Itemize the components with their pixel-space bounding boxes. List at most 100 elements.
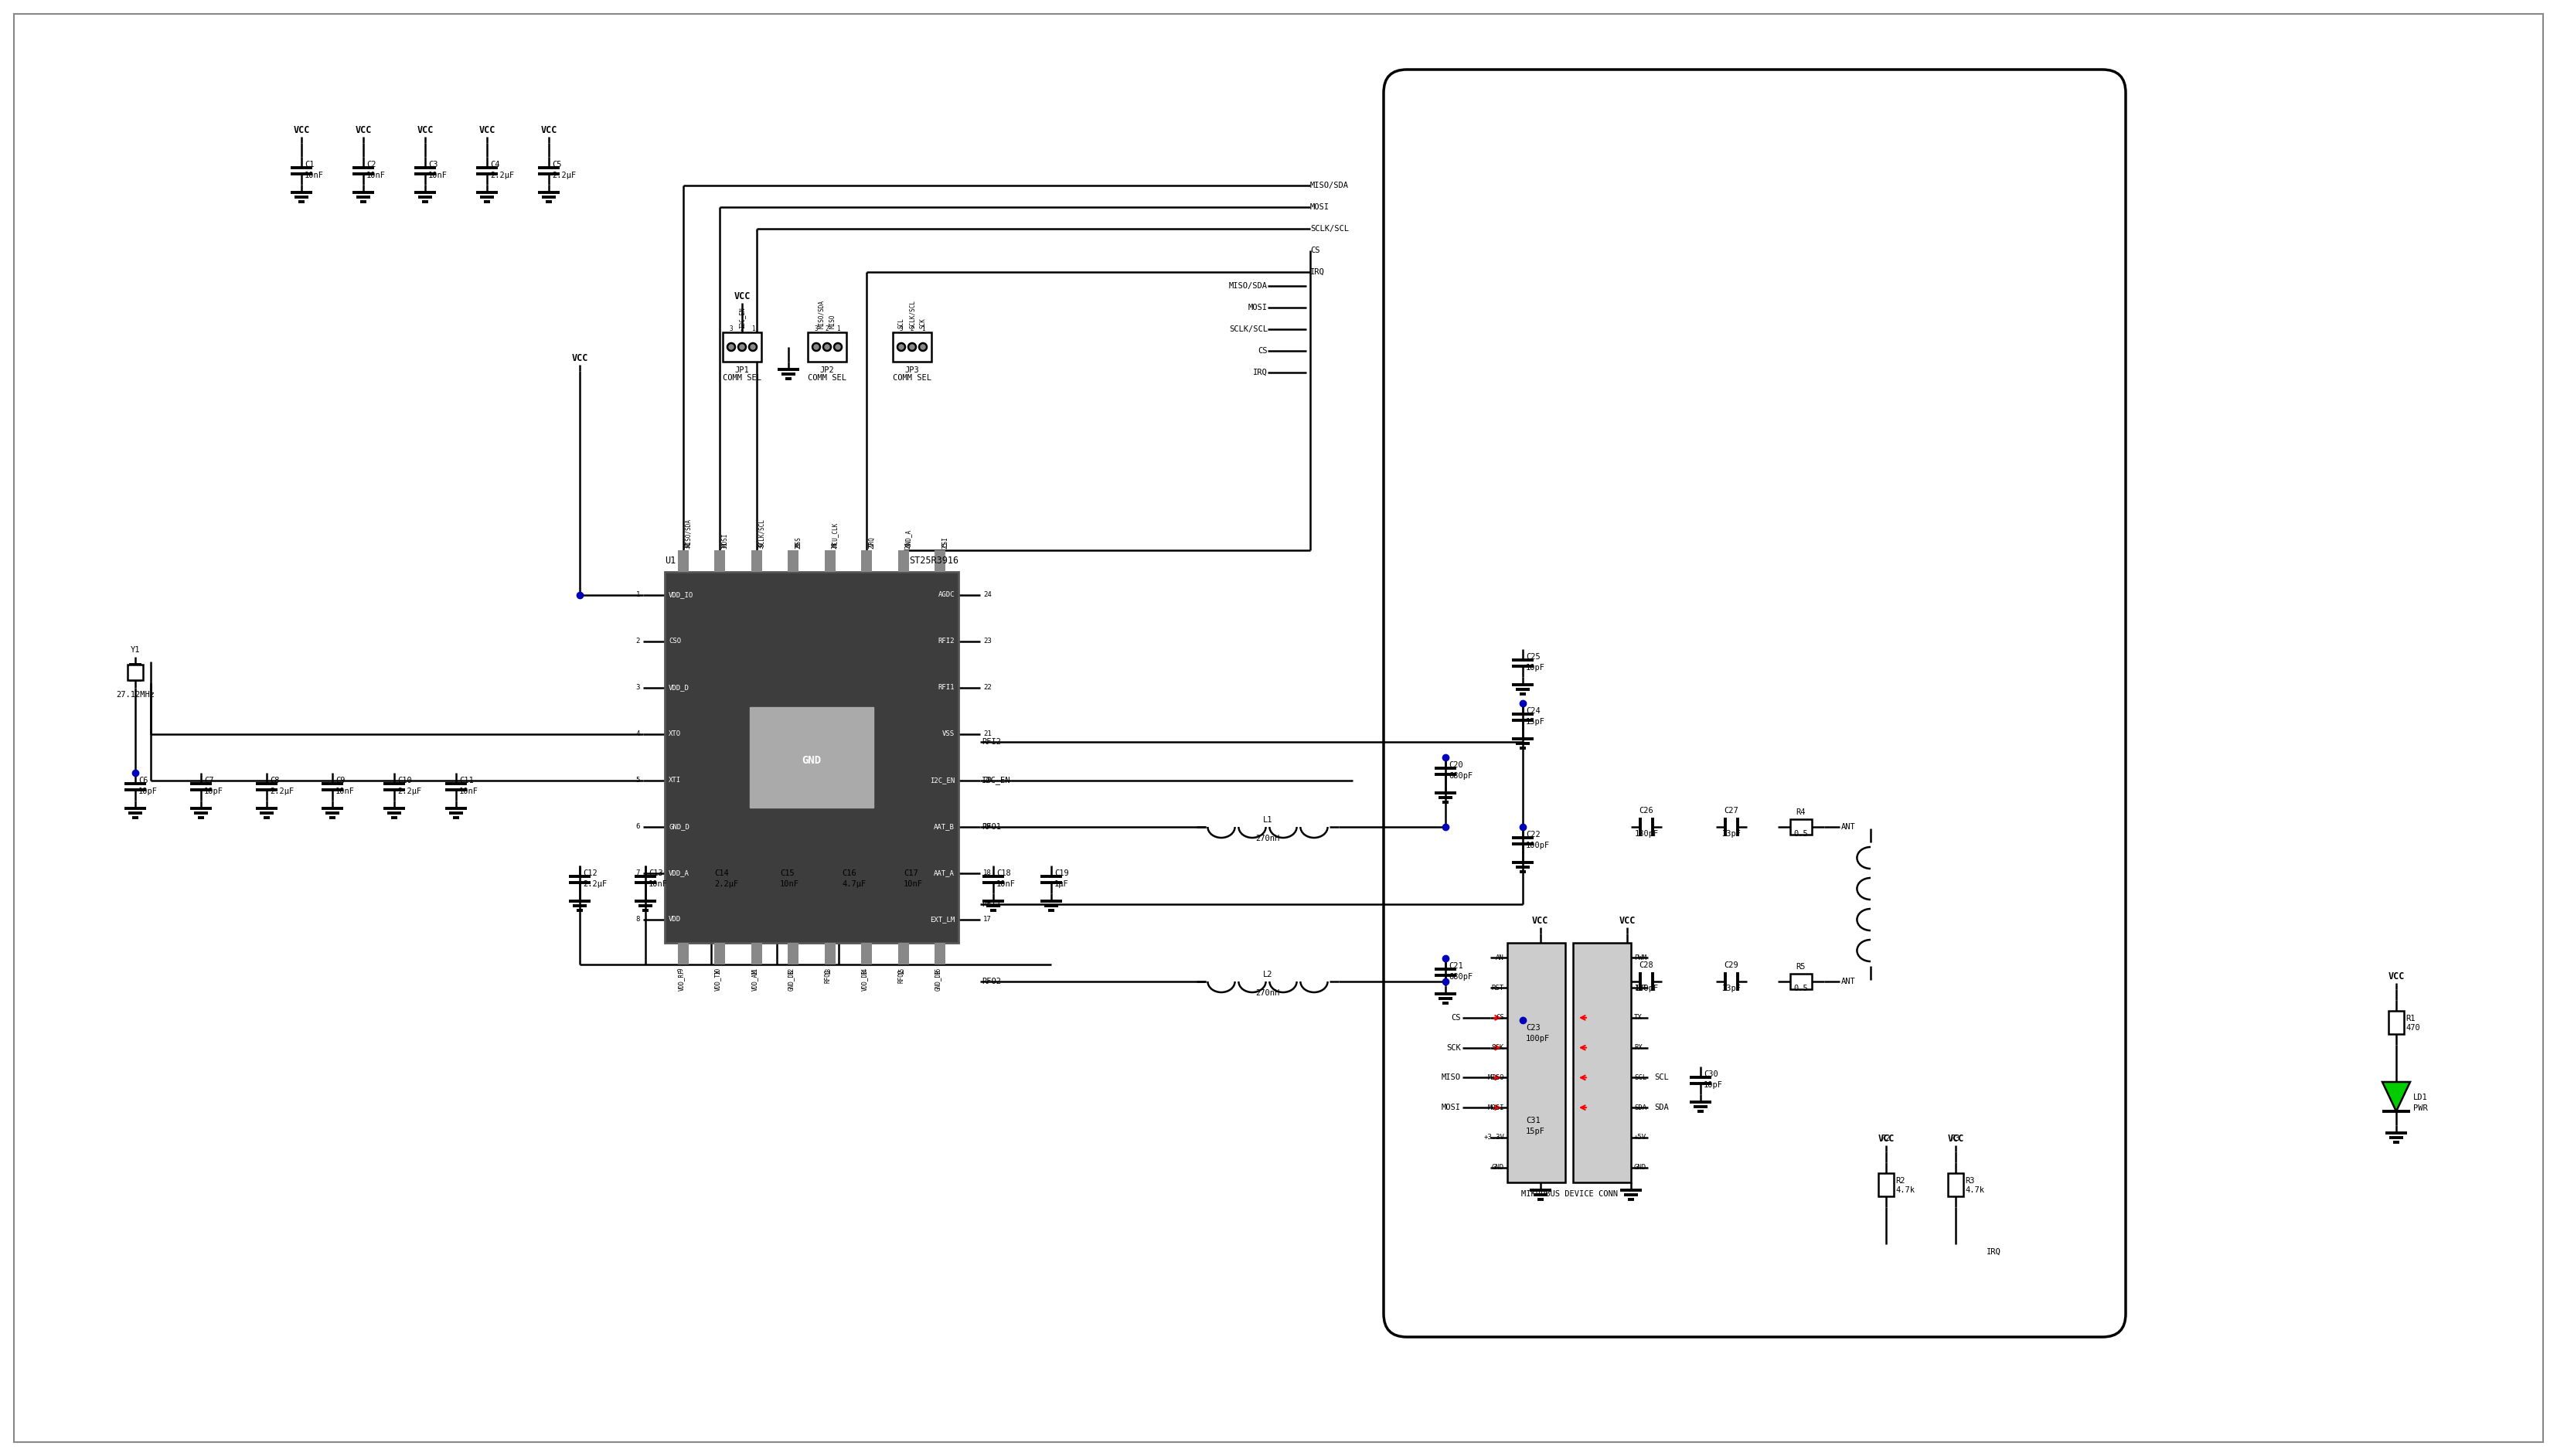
Text: C11: C11 xyxy=(460,776,473,785)
Text: SCLK/SCL: SCLK/SCL xyxy=(908,300,915,329)
Text: VCC: VCC xyxy=(294,125,309,135)
Text: 2.2μF: 2.2μF xyxy=(491,172,514,179)
Text: JP3: JP3 xyxy=(905,367,921,374)
Bar xyxy=(788,550,798,572)
Text: C13: C13 xyxy=(649,869,662,877)
Text: C1: C1 xyxy=(304,160,315,169)
Text: 32: 32 xyxy=(685,542,690,549)
Bar xyxy=(752,550,762,572)
Text: 14: 14 xyxy=(862,968,869,974)
Text: SCK: SCK xyxy=(1447,1044,1460,1051)
Text: CSO: CSO xyxy=(667,638,680,645)
Bar xyxy=(862,943,872,964)
Text: 15pF: 15pF xyxy=(1527,718,1544,725)
Text: 4.7μF: 4.7μF xyxy=(841,881,867,888)
Bar xyxy=(724,332,762,361)
Text: 10nF: 10nF xyxy=(335,788,355,795)
Text: 10: 10 xyxy=(713,968,721,974)
Bar xyxy=(1948,1174,1964,1197)
Text: SDA: SDA xyxy=(1634,1104,1647,1111)
Text: VDD_RF: VDD_RF xyxy=(678,970,685,990)
Text: 2.2μF: 2.2μF xyxy=(271,788,294,795)
Text: TX: TX xyxy=(1634,1015,1642,1021)
Text: 29: 29 xyxy=(795,542,803,549)
Text: C25: C25 xyxy=(1527,654,1539,661)
Text: 10nF: 10nF xyxy=(427,172,447,179)
Bar xyxy=(1790,820,1813,834)
Text: VDD_D: VDD_D xyxy=(667,684,690,692)
Text: MISO: MISO xyxy=(1442,1073,1460,1082)
Text: R5: R5 xyxy=(1795,962,1805,971)
Text: MOSI: MOSI xyxy=(721,533,729,547)
Text: VCC: VCC xyxy=(1619,916,1636,926)
Text: IRQ: IRQ xyxy=(1309,268,1325,275)
Text: VCC: VCC xyxy=(1948,1134,1964,1144)
Bar xyxy=(1879,1174,1895,1197)
Text: R2: R2 xyxy=(1895,1176,1905,1185)
Circle shape xyxy=(898,344,905,351)
Text: Y1: Y1 xyxy=(130,646,141,654)
Text: VCC: VCC xyxy=(570,354,588,363)
Text: RFI2: RFI2 xyxy=(982,738,1000,745)
Text: ANT: ANT xyxy=(1841,823,1856,831)
Text: CS: CS xyxy=(1309,246,1319,255)
Text: 33pF: 33pF xyxy=(1721,984,1741,993)
Bar xyxy=(678,943,688,964)
Text: COMM SEL: COMM SEL xyxy=(724,374,762,381)
Text: VDD_IO: VDD_IO xyxy=(667,591,693,598)
Text: 100pF: 100pF xyxy=(1527,1035,1550,1042)
Text: RFO2: RFO2 xyxy=(982,977,1000,986)
Circle shape xyxy=(908,344,915,351)
Text: C4: C4 xyxy=(491,160,499,169)
Text: 3: 3 xyxy=(637,684,639,692)
Text: 2: 2 xyxy=(910,325,913,332)
Text: C3: C3 xyxy=(427,160,437,169)
Bar xyxy=(678,550,688,572)
Text: 3: 3 xyxy=(900,325,903,332)
Text: 12: 12 xyxy=(788,968,795,974)
Text: R2: R2 xyxy=(1882,1134,1890,1143)
Text: I2C_EN: I2C_EN xyxy=(982,776,1010,785)
Text: 2.2μF: 2.2μF xyxy=(396,788,422,795)
Text: R4: R4 xyxy=(1795,808,1805,817)
Text: LD1: LD1 xyxy=(2414,1093,2427,1101)
Text: IRQ: IRQ xyxy=(869,536,874,547)
Text: 1μF: 1μF xyxy=(1053,881,1069,888)
Bar xyxy=(823,943,836,964)
Text: 10pF: 10pF xyxy=(1703,1082,1723,1089)
Text: 1: 1 xyxy=(637,591,639,598)
Text: I2C_EN: I2C_EN xyxy=(739,307,747,329)
Text: 11: 11 xyxy=(752,968,757,974)
Text: 10pF: 10pF xyxy=(1527,664,1544,671)
Text: IRQ: IRQ xyxy=(1253,368,1268,376)
Bar xyxy=(892,332,931,361)
Text: CS: CS xyxy=(1496,1015,1504,1021)
Text: C2: C2 xyxy=(366,160,376,169)
Text: 20: 20 xyxy=(984,778,992,783)
Text: VCC: VCC xyxy=(417,125,432,135)
Polygon shape xyxy=(2383,1082,2411,1111)
Text: 2.2μF: 2.2μF xyxy=(713,881,739,888)
Text: 1: 1 xyxy=(752,325,754,332)
Bar xyxy=(1573,943,1631,1182)
Text: C18: C18 xyxy=(997,869,1010,877)
Text: 25: 25 xyxy=(941,542,949,549)
Text: RST: RST xyxy=(1491,984,1504,992)
Text: 10nF: 10nF xyxy=(366,172,386,179)
Bar xyxy=(1506,943,1565,1182)
Text: MOSI: MOSI xyxy=(1442,1104,1460,1111)
Text: 3: 3 xyxy=(729,325,734,332)
Text: VCC: VCC xyxy=(478,125,496,135)
Text: 21: 21 xyxy=(984,731,992,738)
Text: 10pF: 10pF xyxy=(205,788,222,795)
Text: MOSI: MOSI xyxy=(1488,1104,1504,1111)
Text: 4.7k: 4.7k xyxy=(1964,1187,1984,1194)
Bar xyxy=(862,550,872,572)
Text: GND_DR: GND_DR xyxy=(936,970,941,990)
Text: C28: C28 xyxy=(1639,961,1654,970)
Text: 2: 2 xyxy=(826,325,828,332)
Text: INT: INT xyxy=(1634,984,1647,992)
Text: 0.5: 0.5 xyxy=(1795,984,1808,993)
Text: 23: 23 xyxy=(984,638,992,645)
Text: 10nF: 10nF xyxy=(649,881,667,888)
